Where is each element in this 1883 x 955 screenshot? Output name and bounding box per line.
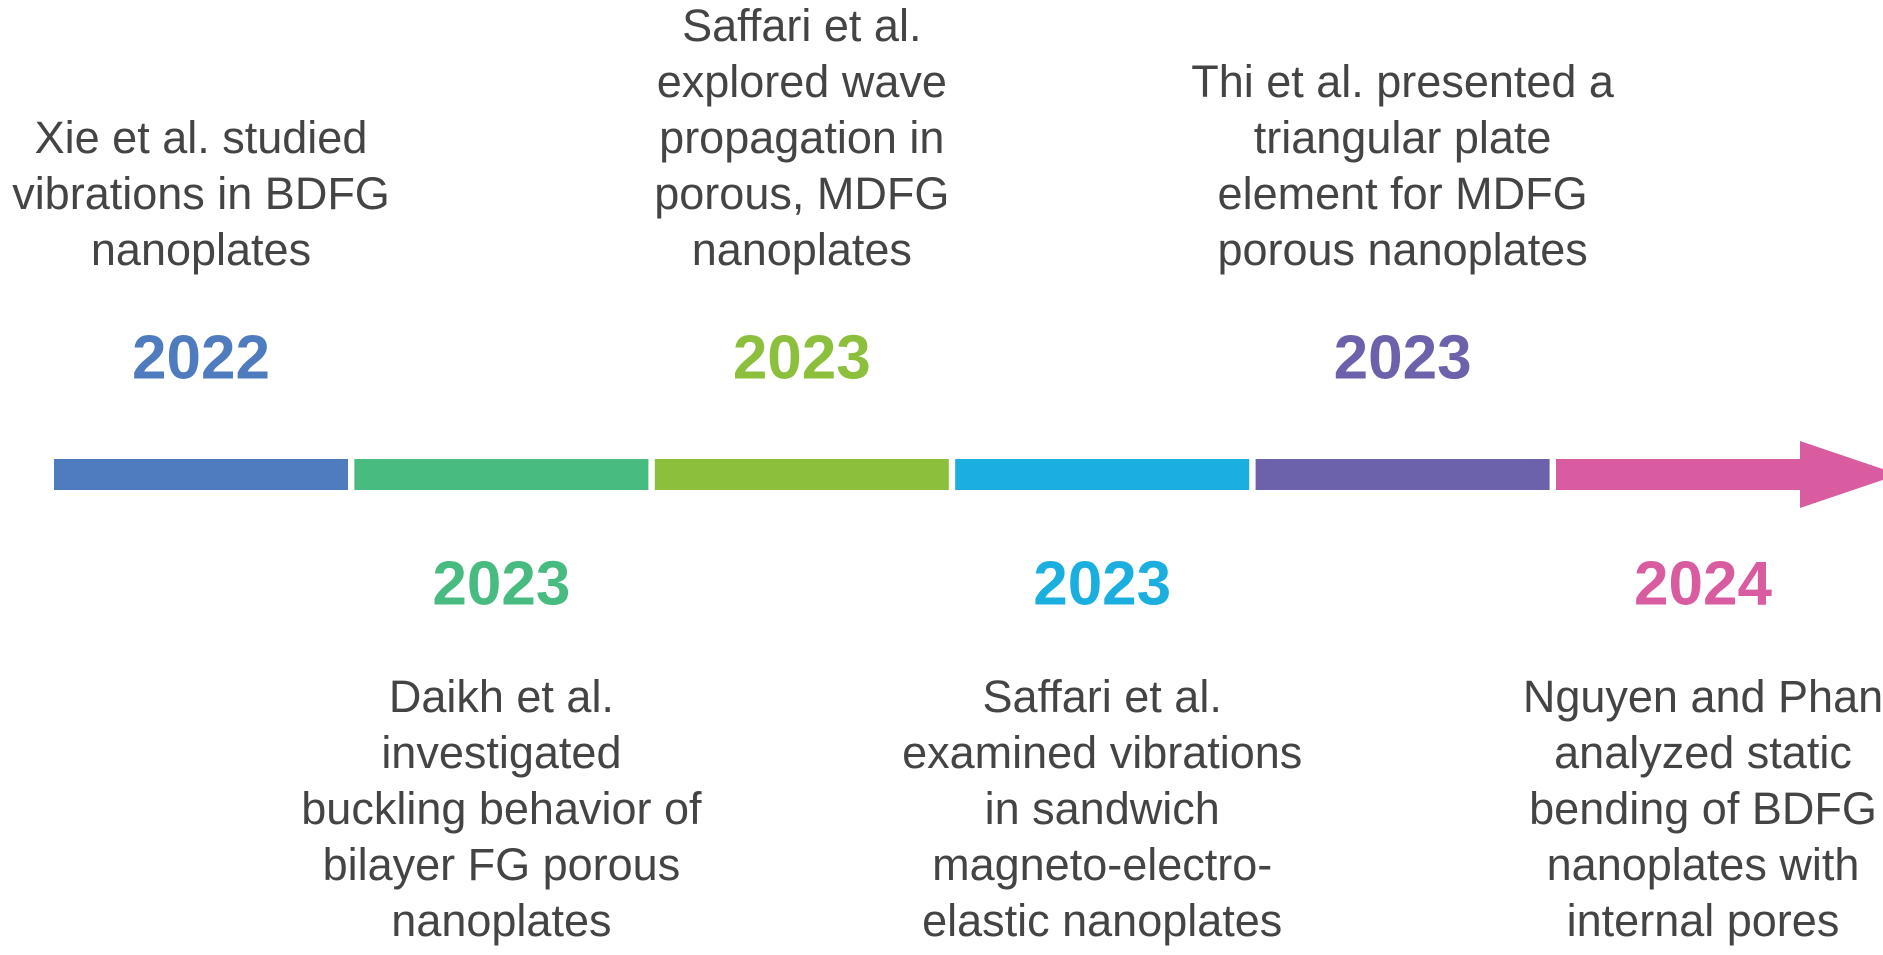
- event-description: internal pores: [1567, 895, 1840, 946]
- event-description: investigated: [381, 727, 621, 778]
- event-description: Thi et al. presented a: [1191, 56, 1615, 107]
- event-description: propagation in: [659, 112, 944, 163]
- event-description: Nguyen and Phan: [1523, 671, 1883, 722]
- event-description: buckling behavior of: [301, 783, 702, 834]
- event-description: magneto-electro-: [932, 839, 1272, 890]
- event-description: Saffari et al.: [682, 0, 921, 51]
- timeline-segment: [54, 459, 348, 490]
- timeline-event: 2023 Saffari et al.examined vibrationsin …: [902, 459, 1302, 946]
- event-description: triangular plate: [1254, 112, 1552, 163]
- timeline-event: 2023 Saffari et al.explored wavepropagati…: [654, 0, 949, 490]
- event-year: 2024: [1634, 549, 1772, 618]
- event-description: porous nanoplates: [1217, 224, 1587, 275]
- event-description: porous, MDFG: [654, 168, 949, 219]
- timeline-arrow: [1556, 441, 1883, 508]
- event-year: 2023: [1334, 323, 1472, 392]
- event-year: 2023: [1033, 549, 1171, 618]
- event-description: nanoplates: [391, 895, 611, 946]
- event-description: elastic nanoplates: [922, 895, 1282, 946]
- event-description: nanoplates: [91, 224, 311, 275]
- timeline-segment: [654, 459, 949, 490]
- event-description: analyzed static: [1554, 727, 1852, 778]
- event-description: explored wave: [657, 56, 947, 107]
- event-description: bending of BDFG: [1529, 783, 1877, 834]
- event-description: examined vibrations: [902, 727, 1302, 778]
- timeline-segment: [354, 459, 649, 490]
- event-description: nanoplates with: [1547, 839, 1860, 890]
- timeline-segment: [1255, 459, 1550, 490]
- event-year: 2023: [432, 549, 570, 618]
- event-year: 2022: [132, 323, 270, 392]
- event-description: Xie et al. studied: [35, 112, 368, 163]
- event-description: Daikh et al.: [389, 671, 614, 722]
- event-description: bilayer FG porous: [323, 839, 681, 890]
- timeline-segment: [955, 459, 1250, 490]
- event-description: vibrations in BDFG: [12, 168, 390, 219]
- event-description: Saffari et al.: [983, 671, 1222, 722]
- event-description: element for MDFG: [1218, 168, 1588, 219]
- event-year: 2023: [733, 323, 871, 392]
- event-description: in sandwich: [985, 783, 1220, 834]
- event-description: nanoplates: [692, 224, 912, 275]
